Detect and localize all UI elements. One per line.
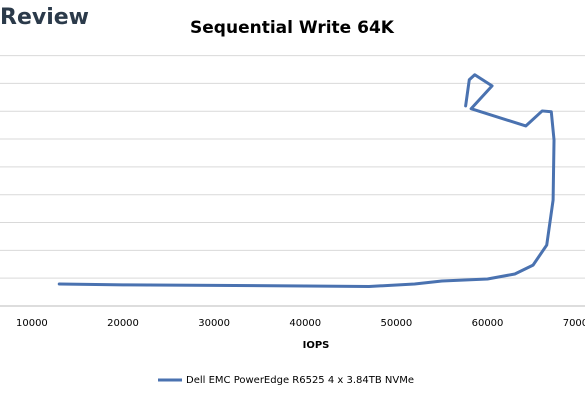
x-tick-label: 70000	[563, 318, 585, 329]
x-tick-label: 20000	[107, 318, 139, 329]
x-tick-label: 40000	[289, 318, 321, 329]
brand: Review	[0, 5, 89, 30]
legend-label: Dell EMC PowerEdge R6525 4 x 3.84TB NVMe	[186, 375, 414, 386]
x-axis-label: IOPS	[303, 340, 330, 351]
x-tick-label: 10000	[16, 318, 48, 329]
chart-title: Sequential Write 64K	[190, 18, 395, 38]
x-tick-label: 30000	[198, 318, 230, 329]
data-line	[57, 73, 556, 289]
x-tick-label: 50000	[380, 318, 412, 329]
x-tick-label: 60000	[472, 318, 504, 329]
